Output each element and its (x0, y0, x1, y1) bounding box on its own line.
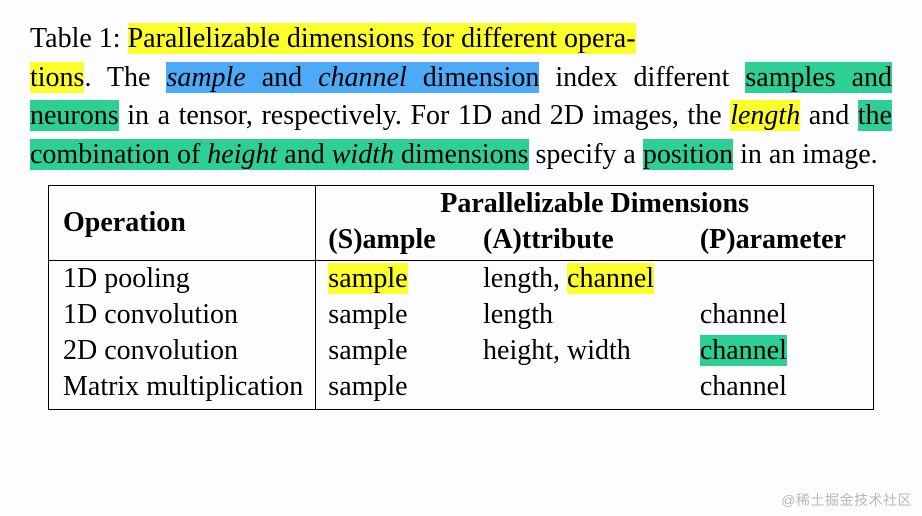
cell-attribute: length (471, 297, 688, 333)
cell-sample: sample (316, 297, 471, 333)
caption-text: in a tensor, respectively. For 1D and 2D… (119, 100, 731, 131)
table-row: Matrix multiplication sample channel (49, 369, 874, 410)
col-parameter: (P)arameter (688, 222, 874, 261)
cell-operation: Matrix multiplication (49, 369, 316, 410)
cell-parameter (688, 260, 874, 297)
table-header-row-1: Operation Parallelizable Dimensions (49, 185, 874, 222)
col-operation: Operation (49, 185, 316, 260)
table-wrapper: Operation Parallelizable Dimensions (S)a… (48, 185, 874, 410)
col-sample: (S)ample (316, 222, 471, 261)
caption-text: specify a (529, 139, 643, 170)
hl-span: sample (328, 263, 407, 294)
cell-operation: 1D pooling (49, 260, 316, 297)
caption-height-em: height (207, 139, 277, 170)
col-attribute: (A)ttribute (471, 222, 688, 261)
cell-parameter: channel (688, 333, 874, 369)
hl-span: channel (700, 335, 787, 366)
caption-width-em: width (332, 139, 394, 170)
cell-parameter: channel (688, 297, 874, 333)
col-group: Parallelizable Dimensions (316, 185, 874, 222)
caption-title-hl: Parallelizable dimensions for different … (128, 23, 636, 54)
cell-attribute: height, width (471, 333, 688, 369)
caption-tail: in an image. (733, 139, 878, 170)
cell-sample: sample (316, 260, 471, 297)
cell-operation: 2D convolution (49, 333, 316, 369)
caption-and2: and (277, 139, 331, 170)
caption-length-em: length (730, 100, 800, 131)
caption-text: index different (539, 62, 745, 93)
cell-parameter: channel (688, 369, 874, 410)
cell-attribute: length, channel (471, 260, 688, 297)
hl-span: channel (567, 263, 654, 294)
cell-sample: sample (316, 333, 471, 369)
caption-channel-em: channel (318, 62, 407, 93)
cell-operation: 1D convolution (49, 297, 316, 333)
attr-pre: length, (483, 263, 567, 294)
caption-position-hl: position (643, 139, 733, 170)
table-row: 1D pooling sample length, channel (49, 260, 874, 297)
table-caption: Table 1: Parallelizable dimensions for d… (30, 20, 892, 175)
table-row: 1D convolution sample length channel (49, 297, 874, 333)
caption-blue-hl: sample and channel dimension (166, 62, 539, 93)
caption-lead: Table 1: (30, 23, 128, 54)
cell-attribute (471, 369, 688, 410)
caption-length-hl: length (730, 100, 800, 131)
caption-and: and (246, 62, 318, 93)
table-row: 2D convolution sample height, width chan… (49, 333, 874, 369)
watermark: @稀土掘金技术社区 (781, 490, 912, 510)
caption-title-hl-2: tions (30, 62, 84, 93)
caption-dim: dimension (407, 62, 540, 93)
caption-sample-em: sample (166, 62, 245, 93)
cell-sample: sample (316, 369, 471, 410)
caption-dims: dimensions (394, 139, 529, 170)
caption-text: . The (84, 62, 166, 93)
caption-text: and (800, 100, 858, 131)
operations-table: Operation Parallelizable Dimensions (S)a… (48, 185, 874, 410)
